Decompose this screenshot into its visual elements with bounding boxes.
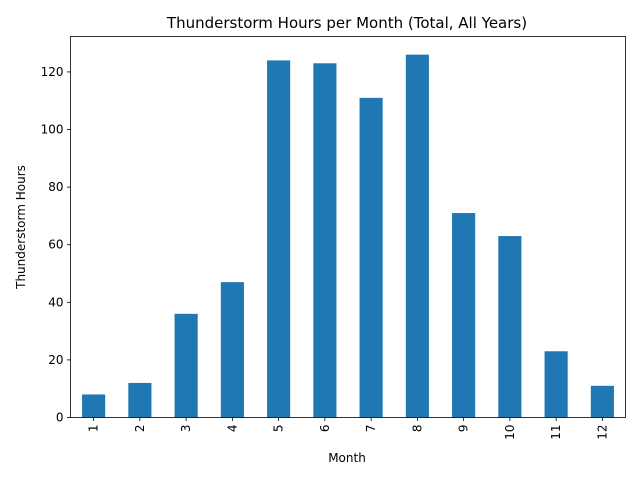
bar-month-7 — [359, 97, 383, 418]
x-tick-label: 4 — [225, 425, 239, 433]
plot-frame — [70, 36, 626, 418]
y-tick-label: 20 — [48, 353, 63, 367]
x-tick-label: 10 — [503, 425, 517, 440]
x-tick-label: 5 — [272, 425, 286, 433]
bar-month-10 — [498, 236, 522, 418]
y-tick-label: 60 — [48, 238, 63, 252]
x-tick-label: 3 — [179, 425, 193, 433]
bar-month-9 — [452, 213, 476, 418]
y-tick-label: 120 — [41, 65, 64, 79]
x-tick-label: 11 — [549, 425, 563, 440]
x-axis-label: Month — [328, 451, 366, 465]
bar-month-2 — [128, 382, 152, 418]
bar-month-12 — [590, 385, 614, 418]
bars-group — [82, 54, 614, 418]
bar-month-3 — [174, 313, 198, 418]
y-tick-label: 0 — [56, 411, 64, 425]
bar-month-4 — [220, 282, 244, 418]
x-axis: 1 2 3 4 5 6 7 8 9 10 11 12 — [87, 417, 609, 440]
bar-month-8 — [405, 54, 429, 418]
x-tick-label: 12 — [595, 425, 609, 440]
x-tick-label: 7 — [364, 425, 378, 433]
bar-month-11 — [544, 351, 568, 418]
y-tick-label: 40 — [48, 295, 63, 309]
x-tick-label: 1 — [87, 425, 101, 433]
bar-month-5 — [267, 60, 291, 418]
x-tick-label: 6 — [318, 425, 332, 433]
x-tick-label: 9 — [457, 425, 471, 433]
bar-month-6 — [313, 63, 337, 418]
y-tick-label: 80 — [48, 180, 63, 194]
bar-month-1 — [82, 394, 106, 418]
y-tick-label: 100 — [41, 123, 64, 137]
y-axis: 0 20 40 60 80 100 120 — [41, 65, 71, 425]
chart-title: Thunderstorm Hours per Month (Total, All… — [166, 14, 527, 32]
y-axis-label: Thunderstorm Hours — [14, 165, 28, 290]
x-tick-label: 8 — [410, 425, 424, 433]
x-tick-label: 2 — [133, 425, 147, 433]
